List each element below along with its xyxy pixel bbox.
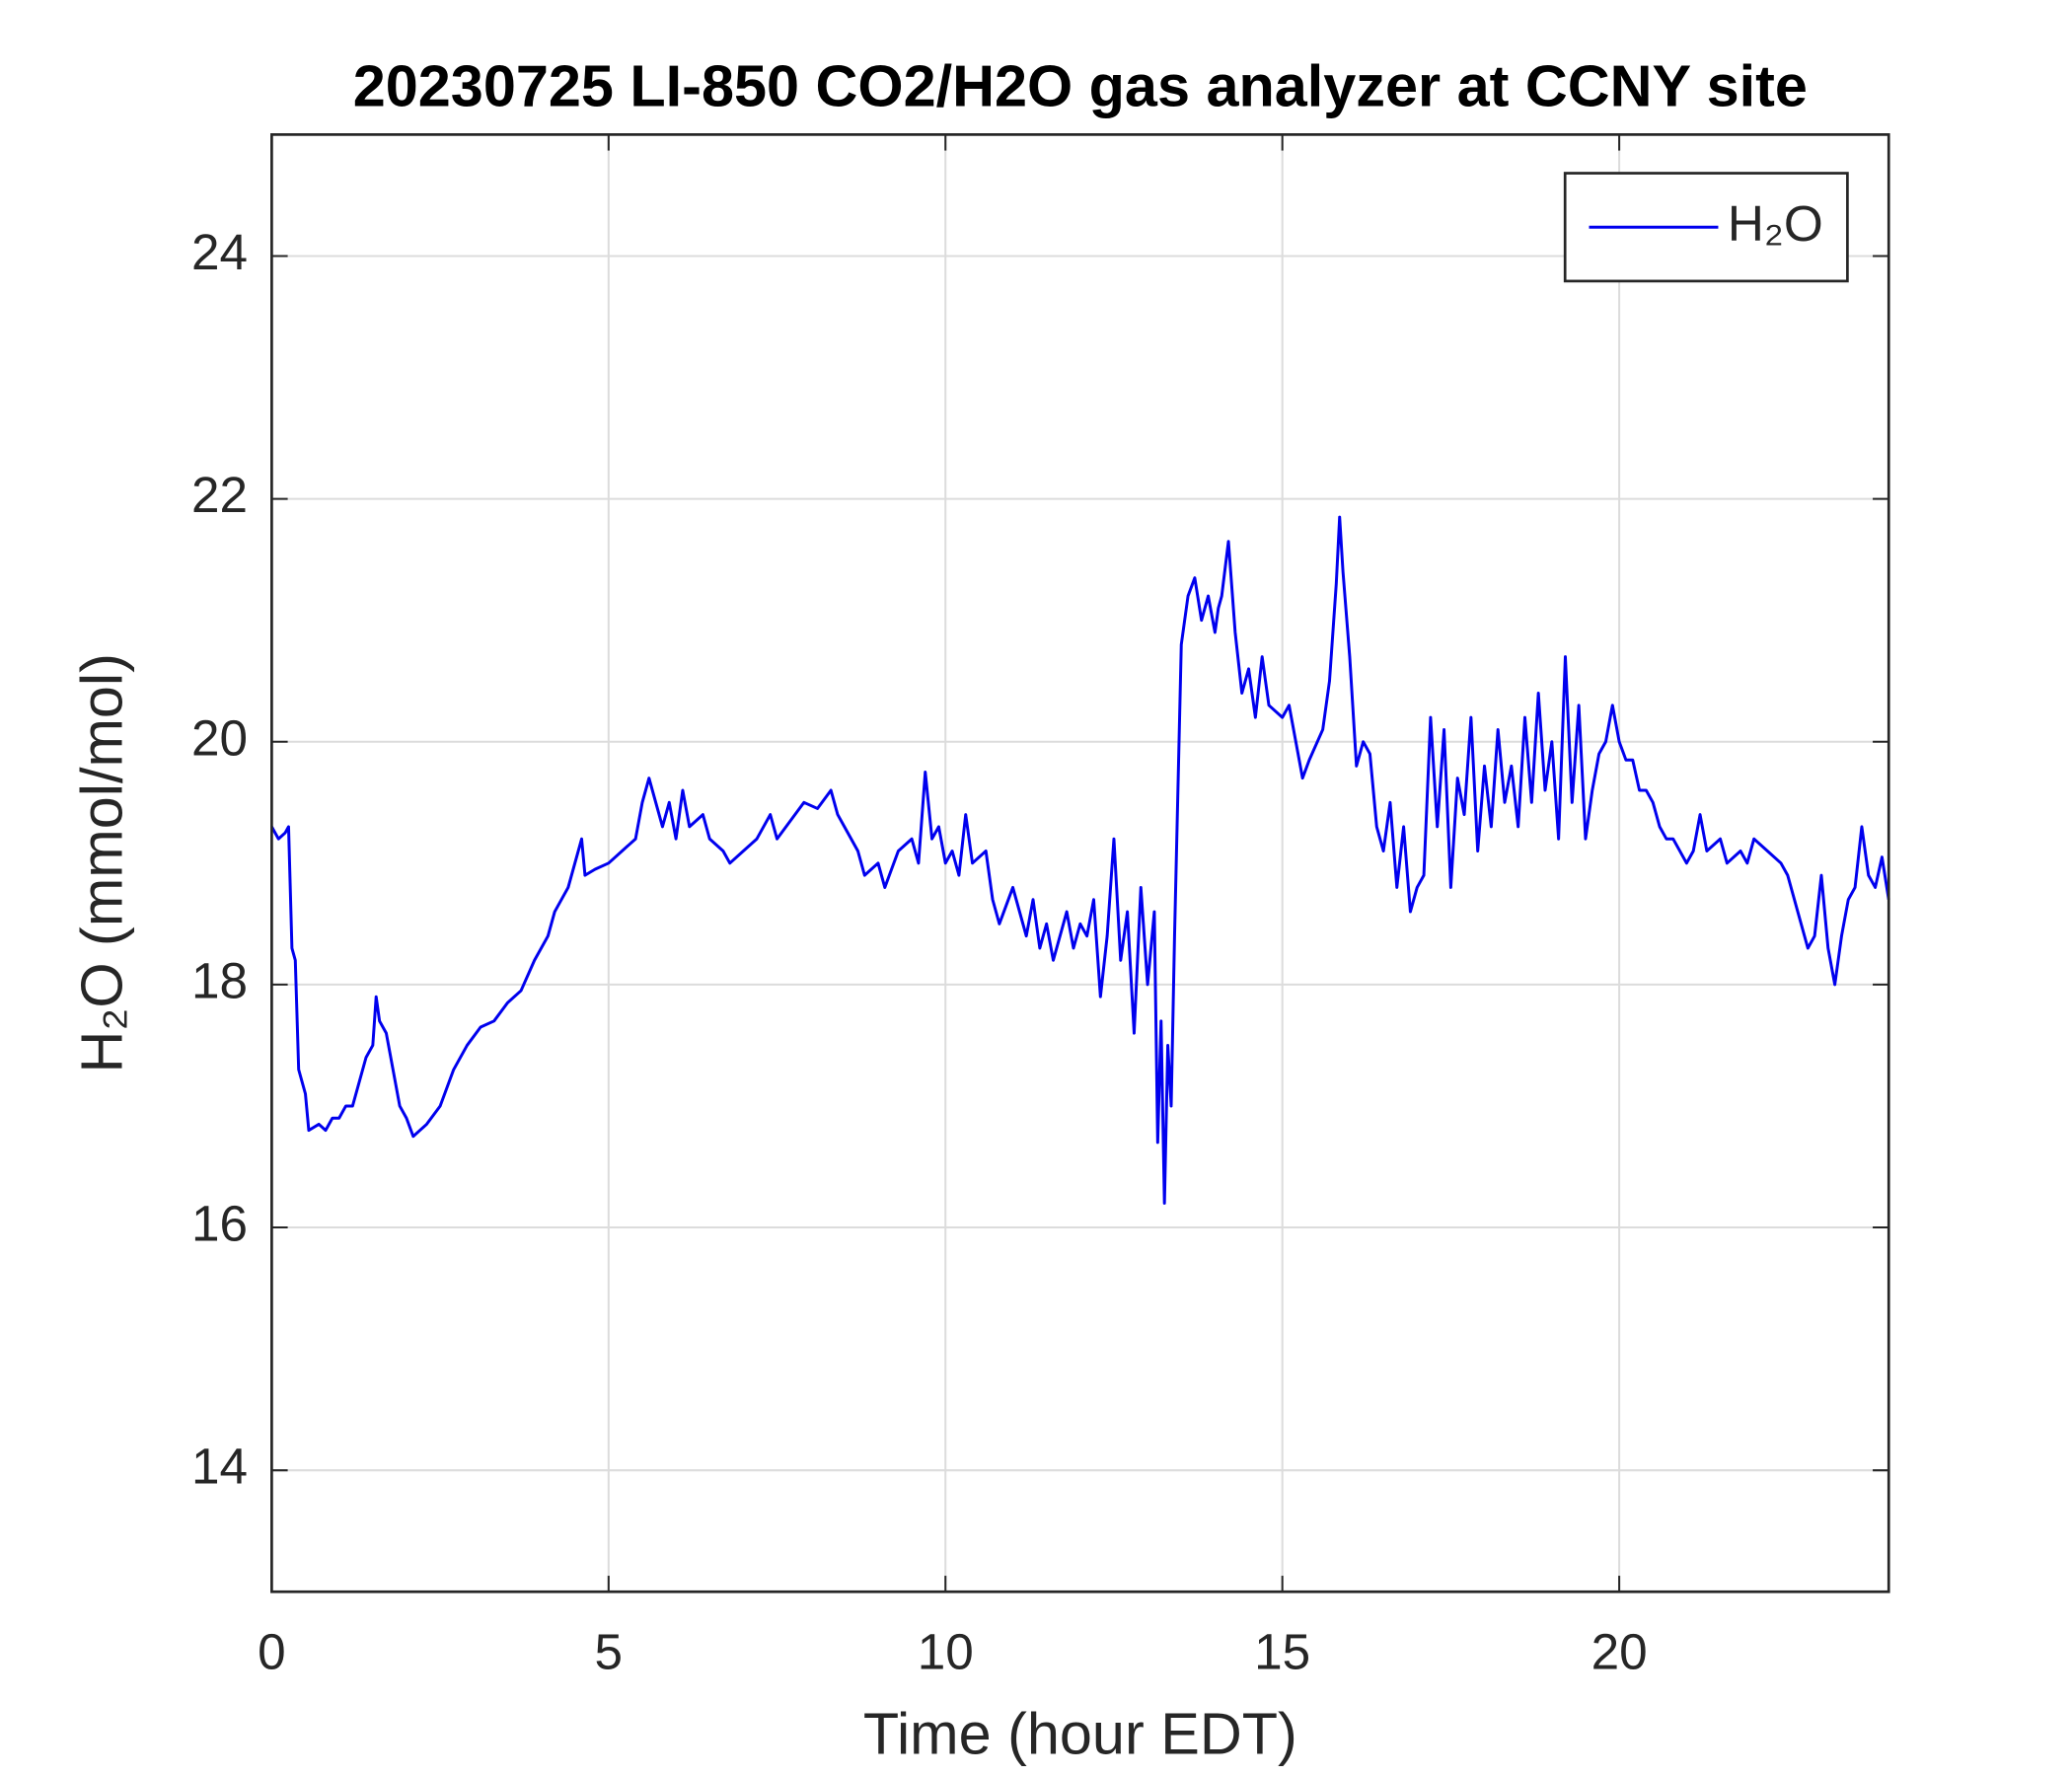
legend: H₂O xyxy=(1563,172,1849,283)
chart-title: 20230725 LI-850 CO2/H2O gas analyzer at … xyxy=(353,53,1808,119)
y-tick-label: 14 xyxy=(191,1439,248,1495)
x-tick-label: 10 xyxy=(918,1624,974,1680)
x-tick-label: 0 xyxy=(258,1624,286,1680)
axes-box xyxy=(270,133,1890,1593)
y-tick-label: 20 xyxy=(191,709,248,766)
x-tick-label: 20 xyxy=(1591,1624,1648,1680)
x-tick-label: 15 xyxy=(1254,1624,1310,1680)
data-line xyxy=(270,515,1890,1205)
y-tick-label: 16 xyxy=(191,1196,248,1252)
y-tick-label: 22 xyxy=(191,467,248,523)
y-tick-label: 24 xyxy=(191,224,248,280)
y-axis-label: H₂O (mmol/mol) xyxy=(69,653,135,1073)
y-tick-label: 18 xyxy=(191,952,248,1008)
x-axis-label: Time (hour EDT) xyxy=(863,1700,1297,1766)
x-tick-label: 5 xyxy=(595,1624,624,1680)
legend-label: H₂O xyxy=(1728,195,1823,252)
